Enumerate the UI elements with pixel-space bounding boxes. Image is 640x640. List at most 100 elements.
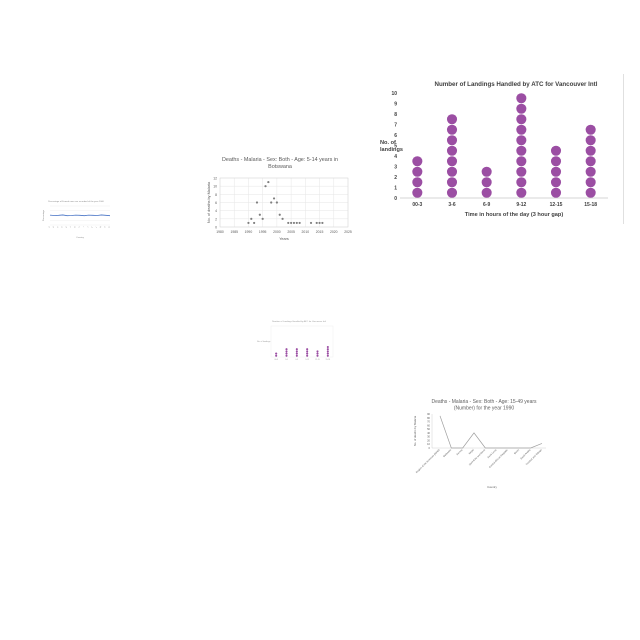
y-tick-label: 40 [427, 431, 430, 435]
x-tick-label: 12-15 [550, 202, 563, 208]
data-dot [306, 348, 309, 351]
data-dot [550, 145, 562, 156]
deaths-1990-line-chart: Deaths - Malaria - Sex: Both - Age: 15-4… [400, 392, 550, 492]
data-point [290, 221, 293, 225]
data-dot [326, 354, 329, 357]
data-dot [585, 156, 596, 167]
y-tick-label: 4 [215, 209, 217, 213]
y-tick-label: 12 [213, 177, 217, 181]
data-dot [516, 156, 527, 167]
data-dot [306, 354, 309, 357]
y-tick-label: 1 [394, 186, 397, 192]
data-dot [481, 187, 492, 198]
x-tick-label: G [74, 226, 77, 229]
y-axis-label: No. of deaths by Malaria [413, 415, 417, 446]
data-dot [326, 350, 329, 353]
data-dot [295, 348, 298, 351]
x-tick-label: 00-3 [274, 359, 278, 361]
data-dot [295, 352, 298, 355]
y-axis-label: landings [380, 147, 403, 153]
data-dot [516, 145, 527, 156]
data-dot [446, 187, 458, 198]
data-point [321, 221, 324, 225]
data-dot [585, 124, 596, 135]
data-dot [275, 352, 278, 355]
y-axis-label: No. of landings [257, 341, 270, 343]
botswana-malaria-scatter: Deaths - Malaria - Sex: Both - Age: 5-14… [200, 152, 360, 244]
x-tick-label: Barbados [443, 448, 453, 458]
data-point [267, 180, 270, 184]
x-tick-label: J [87, 226, 89, 228]
data-point [258, 213, 261, 216]
y-axis-label: No. of deaths by Malaria [207, 181, 211, 223]
x-tick-label: 6-9 [296, 359, 299, 361]
x-tick-label: Saint Lucia [487, 448, 498, 459]
female-percentage-line-chart: Percentage of Female men are recorded of… [36, 198, 114, 240]
small-line-chart-svg: Percentage of Female men are recorded of… [42, 200, 111, 239]
data-point [309, 221, 313, 225]
data-dot [326, 352, 329, 355]
x-tick-label: 15-18 [326, 359, 331, 361]
x-tick-label: 2010 [302, 230, 310, 234]
x-tick-label: 1990 [245, 230, 253, 234]
y-tick-label: 0 [215, 226, 217, 230]
data-dot [295, 354, 298, 357]
data-dot [585, 177, 596, 188]
data-dot [585, 187, 596, 198]
data-dot [446, 145, 458, 156]
y-tick-label: 0 [394, 196, 397, 202]
y-tick-label: 2 [394, 175, 397, 181]
data-dot [516, 124, 527, 135]
x-tick-label: D [61, 226, 64, 229]
data-dot [516, 114, 527, 125]
y-tick-label: 70 [427, 420, 430, 424]
data-point [247, 221, 250, 225]
x-tick-label: 9-12 [516, 202, 526, 208]
data-dot [516, 166, 527, 177]
data-point [278, 213, 281, 216]
x-tick-label: 2025 [344, 230, 352, 234]
landings-chart-svg: Number of Landings Handled by ATC for Va… [380, 81, 608, 218]
x-axis-label: Years [279, 237, 289, 241]
y-tick-label: 20 [427, 438, 430, 442]
x-tick-label: 2015 [316, 230, 324, 234]
x-tick-label: 00-3 [412, 202, 422, 208]
x-tick-label: Samoa [456, 448, 464, 456]
data-dot [446, 177, 458, 188]
data-dot [306, 350, 309, 353]
chart-title: Deaths - Malaria - Sex: Both - Age: 15-4… [431, 399, 537, 405]
x-tick-label: 9-12 [305, 359, 309, 361]
chart-title: Botswana [268, 164, 292, 170]
botswana-chart-svg: Deaths - Malaria - Sex: Both - Age: 5-14… [207, 157, 352, 241]
data-point [292, 221, 296, 225]
chart-title: Deaths - Malaria - Sex: Both - Age: 5-14… [222, 157, 338, 163]
x-tick-label: 2005 [287, 230, 295, 234]
data-dot [516, 103, 527, 114]
x-tick-label: Benin [514, 448, 521, 455]
x-tick-label: M [100, 226, 103, 229]
data-point [287, 221, 290, 225]
data-dot [516, 93, 527, 104]
data-dot [306, 352, 309, 355]
y-tick-label: 2 [215, 217, 217, 221]
data-dot [516, 187, 527, 198]
x-tick-label: 3-6 [285, 359, 288, 361]
x-tick-label: B [53, 226, 56, 229]
x-tick-label: Region of the Americas (WHO) [415, 448, 440, 473]
data-point [261, 217, 264, 220]
data-dot [285, 352, 288, 355]
data-dot [285, 354, 288, 357]
x-tick-label: H [78, 226, 81, 229]
landings-dot-plot: Number of Landings Handled by ATC for Va… [378, 74, 624, 224]
y-tick-label: 9 [394, 102, 397, 108]
series-line [49, 214, 111, 217]
data-point [255, 201, 259, 204]
x-tick-label: O [108, 226, 111, 229]
x-axis-label: Time in hours of the day (3 hour gap) [465, 212, 564, 218]
y-tick-label: 5 [394, 144, 397, 150]
data-dot [516, 177, 527, 188]
data-dot [275, 354, 278, 357]
y-tick-label: 60 [427, 423, 430, 427]
data-dot [446, 156, 458, 167]
data-dot [285, 348, 288, 351]
